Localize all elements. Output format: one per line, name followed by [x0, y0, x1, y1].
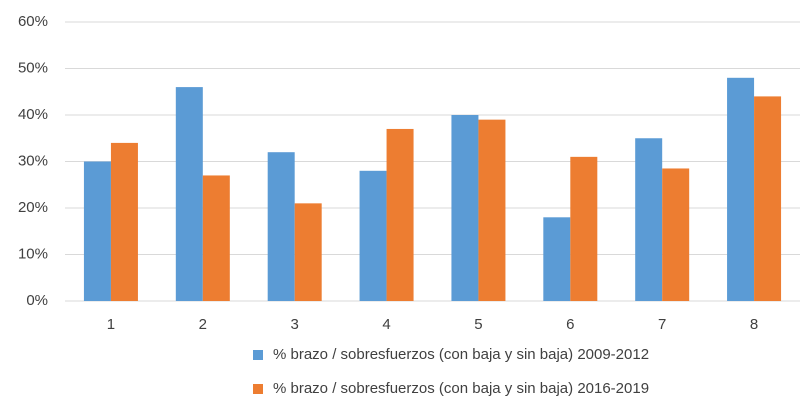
- x-tick-label: 8: [750, 316, 758, 333]
- legend-label: % brazo / sobresfuerzos (con baja y sin …: [273, 346, 649, 363]
- y-tick-label: 30%: [18, 152, 48, 169]
- bar: [570, 156, 598, 301]
- bar: [451, 115, 479, 301]
- bar: [635, 138, 663, 301]
- bar: [110, 142, 138, 301]
- y-tick-label: 60%: [18, 13, 48, 30]
- bar: [294, 203, 322, 301]
- y-tick-label: 10%: [18, 245, 48, 262]
- x-tick-label: 1: [107, 316, 115, 333]
- bar: [386, 128, 414, 301]
- x-tick-label: 7: [658, 316, 666, 333]
- bar: [202, 175, 230, 301]
- legend-label: % brazo / sobresfuerzos (con baja y sin …: [273, 380, 649, 397]
- bar: [662, 168, 690, 301]
- x-tick-label: 4: [382, 316, 390, 333]
- bar: [754, 96, 782, 302]
- bar: [478, 119, 506, 302]
- bar: [83, 161, 111, 301]
- bar: [359, 170, 387, 301]
- bar: [727, 77, 755, 301]
- y-tick-label: 0%: [26, 292, 48, 309]
- y-tick-label: 20%: [18, 199, 48, 216]
- x-tick-label: 2: [199, 316, 207, 333]
- x-tick-label: 6: [566, 316, 574, 333]
- x-tick-label: 3: [291, 316, 299, 333]
- y-tick-label: 40%: [18, 106, 48, 123]
- y-tick-label: 50%: [18, 59, 48, 76]
- bar: [175, 87, 203, 301]
- legend-swatch: [253, 350, 263, 360]
- x-tick-label: 5: [474, 316, 482, 333]
- bar: [543, 217, 571, 301]
- legend-swatch: [253, 384, 263, 394]
- bar: [267, 152, 295, 301]
